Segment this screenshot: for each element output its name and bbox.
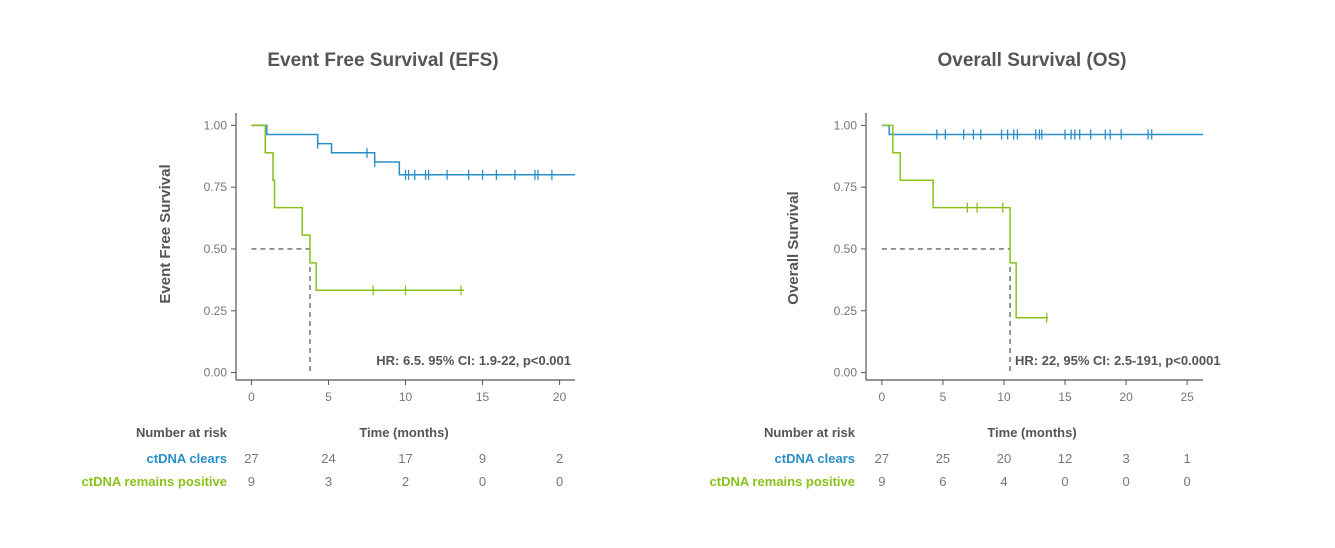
- efs-x-tick-label: 20: [553, 390, 567, 404]
- efs-risk-count: 24: [321, 451, 335, 466]
- efs-x-tick-label: 0: [248, 390, 255, 404]
- os-risk-count: 0: [1061, 474, 1068, 489]
- os-risk-count: 27: [875, 451, 889, 466]
- os-x-tick-label: 25: [1180, 390, 1194, 404]
- efs-y-axis-label: Event Free Survival: [157, 164, 174, 303]
- efs-y-tick-label: 1.00: [204, 118, 228, 132]
- os-risk-count: 25: [936, 451, 950, 466]
- efs-y-tick-label: 0.25: [204, 304, 228, 318]
- efs-y-tick-label: 0.75: [204, 180, 228, 194]
- efs-y-tick-label: 0.00: [204, 366, 228, 380]
- os-x-axis-label: Time (months): [987, 425, 1076, 440]
- os-y-tick-label: 0.50: [834, 242, 858, 256]
- os-risk-count: 0: [1122, 474, 1129, 489]
- efs-risk-count: 9: [248, 474, 255, 489]
- efs-risk-count: 9: [479, 451, 486, 466]
- os-risk-label-positive: ctDNA remains positive: [710, 474, 855, 489]
- os-y-tick-label: 0.25: [834, 304, 858, 318]
- efs-chart-title: Event Free Survival (EFS): [267, 50, 498, 71]
- efs-risk-count: 0: [479, 474, 486, 489]
- efs-x-tick-label: 10: [399, 390, 413, 404]
- os-x-tick-label: 5: [940, 390, 947, 404]
- os-x-tick-label: 20: [1119, 390, 1133, 404]
- os-x-tick-label: 0: [879, 390, 886, 404]
- efs-risk-count: 2: [556, 451, 563, 466]
- os-risk-count: 20: [997, 451, 1011, 466]
- os-hazard-ratio-annotation: HR: 22, 95% CI: 2.5-191, p<0.0001: [1015, 353, 1221, 368]
- efs-risk-count: 0: [556, 474, 563, 489]
- os-risk-count: 9: [878, 474, 885, 489]
- os-risk-label-clears: ctDNA clears: [775, 451, 855, 466]
- os-x-tick-label: 15: [1058, 390, 1072, 404]
- efs-risk-count: 3: [325, 474, 332, 489]
- efs-hazard-ratio-annotation: HR: 6.5. 95% CI: 1.9-22, p<0.001: [376, 353, 571, 368]
- efs-risk-count: 27: [244, 451, 258, 466]
- os-y-tick-label: 1.00: [834, 118, 858, 132]
- efs-risk-label-positive: ctDNA remains positive: [82, 474, 227, 489]
- os-risk-table-header: Number at risk: [764, 425, 856, 440]
- os-risk-count: 4: [1000, 474, 1007, 489]
- efs-risk-table-header: Number at risk: [136, 425, 228, 440]
- efs-y-tick-label: 0.50: [204, 242, 228, 256]
- efs-risk-count: 17: [398, 451, 412, 466]
- os-risk-count: 3: [1122, 451, 1129, 466]
- os-x-tick-label: 10: [997, 390, 1011, 404]
- efs-curve-positive: [251, 124, 465, 292]
- os-risk-count: 6: [939, 474, 946, 489]
- efs-x-axis-label: Time (months): [359, 425, 448, 440]
- efs-risk-count: 2: [402, 474, 409, 489]
- efs-x-tick-label: 5: [325, 390, 332, 404]
- os-panel: Overall Survival (OS) Overall Survival T…: [710, 50, 1221, 489]
- efs-panel: Event Free Survival (EFS) Event Free Sur…: [82, 50, 575, 489]
- efs-risk-label-clears: ctDNA clears: [147, 451, 227, 466]
- efs-curve-clears: [251, 124, 575, 176]
- os-risk-count: 0: [1184, 474, 1191, 489]
- efs-x-tick-label: 15: [476, 390, 490, 404]
- os-curve-positive: [881, 124, 1048, 319]
- os-y-tick-label: 0.75: [834, 180, 858, 194]
- os-y-tick-label: 0.00: [834, 366, 858, 380]
- os-risk-count: 12: [1058, 451, 1072, 466]
- os-risk-count: 1: [1184, 451, 1191, 466]
- os-y-axis-label: Overall Survival: [785, 191, 802, 304]
- os-chart-title: Overall Survival (OS): [937, 50, 1126, 71]
